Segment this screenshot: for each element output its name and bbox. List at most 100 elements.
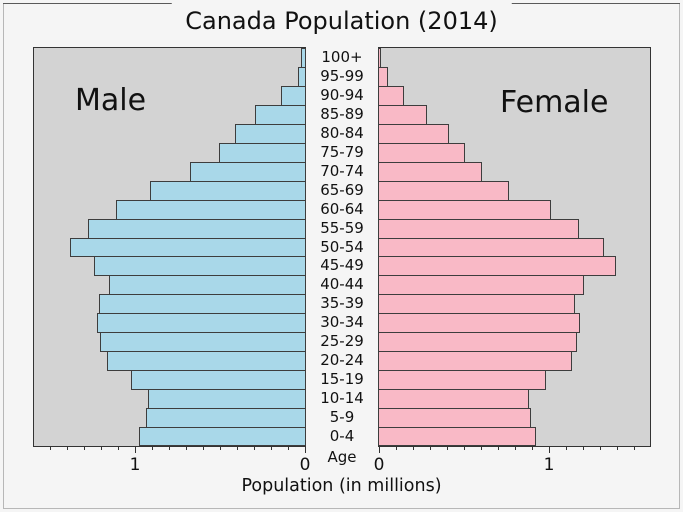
minor-tick xyxy=(84,446,85,450)
age-axis-title: Age xyxy=(327,448,357,466)
age-group-label-5-9: 5-9 xyxy=(329,408,355,427)
age-group-label-60-64: 60-64 xyxy=(320,199,364,218)
female-plot-area xyxy=(378,47,651,453)
minor-tick xyxy=(634,446,635,450)
minor-tick xyxy=(67,446,68,450)
bar-female-100+ xyxy=(378,48,382,68)
bar-male-60-64 xyxy=(115,199,306,220)
bar-female-0-4 xyxy=(378,427,537,446)
bar-male-15-19 xyxy=(130,370,306,391)
bar-male-50-54 xyxy=(69,237,306,258)
minor-tick xyxy=(498,446,499,450)
bar-female-95-99 xyxy=(378,66,389,87)
tick-label-male-1: 1 xyxy=(129,455,141,475)
bar-male-30-34 xyxy=(96,313,306,334)
age-group-label-30-34: 30-34 xyxy=(320,313,364,332)
minor-tick xyxy=(50,446,51,450)
minor-tick xyxy=(203,446,204,450)
bar-female-30-34 xyxy=(378,313,581,334)
bar-male-20-24 xyxy=(107,351,306,372)
age-group-label-40-44: 40-44 xyxy=(320,275,364,294)
age-group-label-85-89: 85-89 xyxy=(320,104,364,123)
minor-tick xyxy=(101,446,102,450)
male-series-label: Male xyxy=(75,83,147,118)
bar-female-80-84 xyxy=(378,123,450,144)
age-group-label-95-99: 95-99 xyxy=(320,66,364,85)
bar-male-5-9 xyxy=(146,408,306,429)
minor-tick xyxy=(413,446,414,450)
bar-female-15-19 xyxy=(378,370,547,391)
bar-male-95-99 xyxy=(297,66,306,87)
x-axis-label: Population (in millions) xyxy=(241,476,442,496)
age-group-label-35-39: 35-39 xyxy=(320,294,364,313)
age-group-label-45-49: 45-49 xyxy=(320,256,364,275)
minor-tick xyxy=(271,446,272,450)
bar-female-35-39 xyxy=(378,294,576,315)
chart-title: Canada Population (2014) xyxy=(171,0,512,38)
age-group-label-20-24: 20-24 xyxy=(320,351,364,370)
bar-male-0-4 xyxy=(139,427,306,446)
age-group-label-65-69: 65-69 xyxy=(320,180,364,199)
bar-female-55-59 xyxy=(378,218,579,239)
major-tick xyxy=(135,446,136,453)
minor-tick xyxy=(396,446,397,450)
age-axis-labels: 100+ 95-99 90-94 85-89 80-84 75-79 70-74 65-69 6… xyxy=(306,48,378,446)
bar-male-40-44 xyxy=(108,275,306,296)
age-group-label-15-19: 15-19 xyxy=(320,370,364,389)
bar-male-65-69 xyxy=(149,180,306,201)
minor-tick xyxy=(515,446,516,450)
minor-tick xyxy=(464,446,465,450)
minor-tick xyxy=(481,446,482,450)
minor-tick xyxy=(237,446,238,450)
bar-female-60-64 xyxy=(378,199,552,220)
bar-female-65-69 xyxy=(378,180,509,201)
bar-male-35-39 xyxy=(98,294,306,315)
bar-male-55-59 xyxy=(88,218,306,239)
bar-female-90-94 xyxy=(378,85,404,106)
bar-male-75-79 xyxy=(219,142,306,163)
age-group-label-10-14: 10-14 xyxy=(320,389,364,408)
minor-tick xyxy=(169,446,170,450)
bar-female-85-89 xyxy=(378,104,428,125)
minor-tick xyxy=(566,446,567,450)
bar-male-80-84 xyxy=(234,123,306,144)
bar-female-20-24 xyxy=(378,351,572,372)
minor-tick xyxy=(186,446,187,450)
minor-tick xyxy=(447,446,448,450)
minor-tick xyxy=(600,446,601,450)
male-plot-area xyxy=(33,47,306,453)
age-group-label-90-94: 90-94 xyxy=(320,85,364,104)
minor-tick xyxy=(583,446,584,450)
major-tick xyxy=(305,446,306,453)
tick-label-female-0: 0 xyxy=(373,455,385,475)
minor-tick xyxy=(152,446,153,450)
age-group-label-25-29: 25-29 xyxy=(320,332,364,351)
minor-tick xyxy=(220,446,221,450)
bar-female-75-79 xyxy=(378,142,465,163)
age-group-label-70-74: 70-74 xyxy=(320,161,364,180)
age-group-label-75-79: 75-79 xyxy=(320,142,364,161)
bar-male-70-74 xyxy=(190,161,306,182)
bar-male-90-94 xyxy=(280,85,306,106)
bar-female-50-54 xyxy=(378,237,605,258)
bar-male-10-14 xyxy=(147,389,306,410)
minor-tick xyxy=(118,446,119,450)
female-series-label: Female xyxy=(500,85,609,120)
bar-female-25-29 xyxy=(378,332,577,353)
bar-female-45-49 xyxy=(378,256,616,277)
tick-label-male-0: 0 xyxy=(299,455,311,475)
bar-female-5-9 xyxy=(378,408,531,429)
tick-label-female-1: 1 xyxy=(543,455,555,475)
minor-tick xyxy=(430,446,431,450)
minor-tick xyxy=(254,446,255,450)
minor-tick xyxy=(617,446,618,450)
bar-female-40-44 xyxy=(378,275,584,296)
bar-female-70-74 xyxy=(378,161,482,182)
minor-tick xyxy=(288,446,289,450)
age-group-label-55-59: 55-59 xyxy=(320,218,364,237)
major-tick xyxy=(379,446,380,453)
age-group-label-100+: 100+ xyxy=(321,48,363,66)
bar-female-10-14 xyxy=(378,389,530,410)
age-group-label-0-4: 0-4 xyxy=(329,427,355,446)
